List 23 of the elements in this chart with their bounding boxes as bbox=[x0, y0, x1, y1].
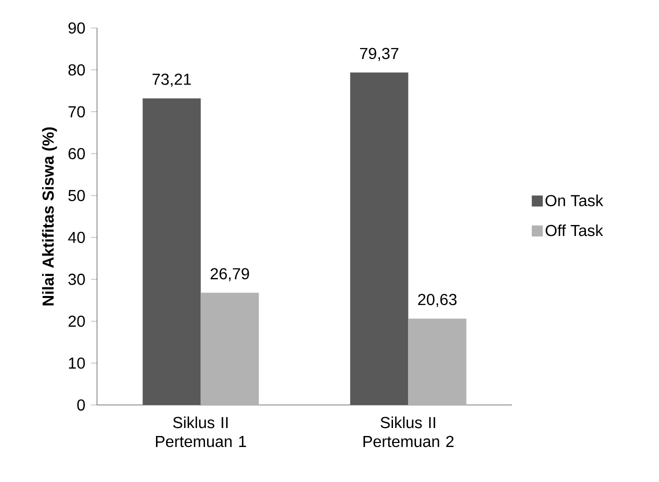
y-tick-label: 60 bbox=[68, 148, 85, 160]
y-tick-label: 20 bbox=[68, 316, 85, 327]
y-tick-label: 80 bbox=[68, 64, 85, 76]
bar bbox=[408, 318, 466, 405]
y-axis-title: Nilai Aktifitas Siswa (%) bbox=[42, 127, 57, 306]
data-label: 26,79 bbox=[210, 268, 249, 282]
y-tick-label: 50 bbox=[68, 190, 85, 202]
bar bbox=[142, 98, 201, 405]
y-tick-label: 30 bbox=[68, 274, 85, 285]
bar bbox=[350, 72, 408, 405]
legend-label: Off Task bbox=[546, 224, 604, 236]
data-label: 20,63 bbox=[418, 294, 457, 308]
x-tick-label: Siklus II Pertemuan 2 bbox=[363, 416, 454, 448]
legend-label: On Task bbox=[546, 194, 604, 206]
x-tick-label: Siklus II Pertemuan 1 bbox=[156, 416, 246, 448]
y-tick-label: 70 bbox=[68, 106, 85, 118]
bar bbox=[200, 292, 259, 405]
data-label: 79,37 bbox=[360, 48, 398, 61]
y-tick-label: 0 bbox=[77, 399, 85, 411]
y-tick-label: 10 bbox=[68, 357, 85, 369]
y-tick-label: 40 bbox=[68, 232, 85, 244]
y-tick-label: 90 bbox=[68, 22, 85, 34]
data-label: 73,21 bbox=[152, 74, 191, 87]
